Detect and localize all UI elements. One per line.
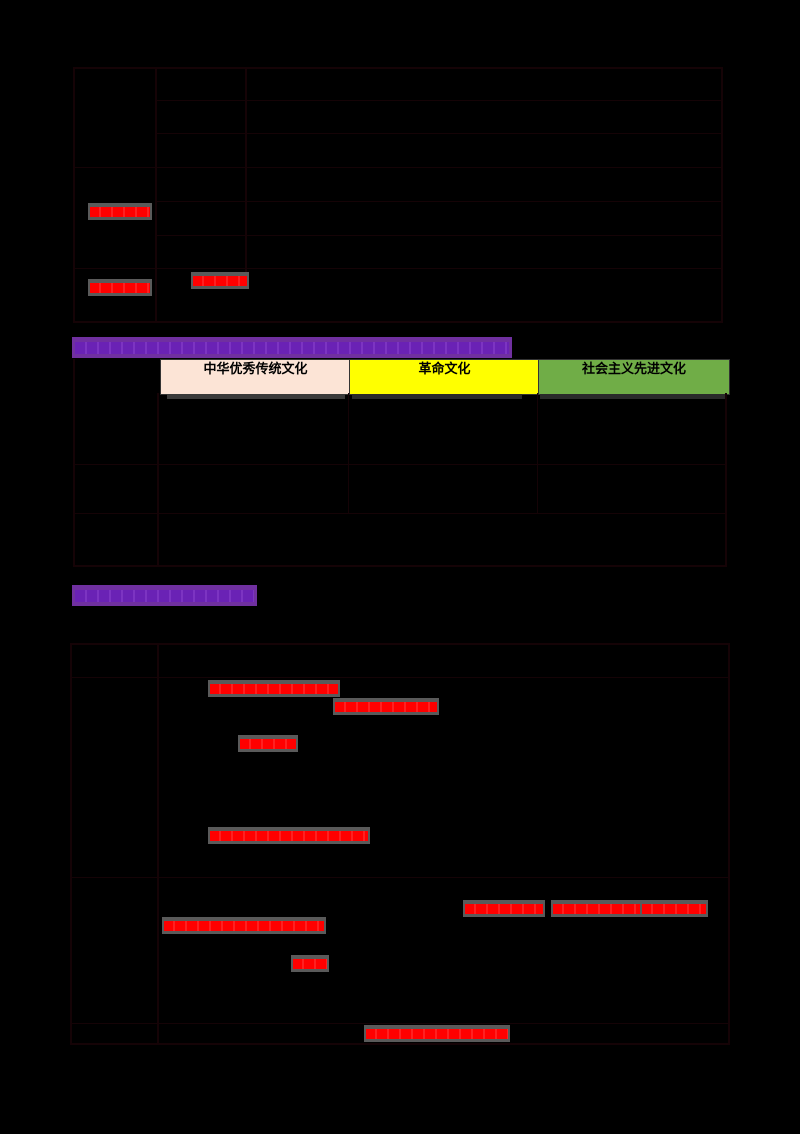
cell-text-fragment bbox=[352, 394, 522, 399]
header-socialist-culture: 社会主义先进文化 bbox=[538, 359, 730, 395]
highlight-keyword bbox=[88, 279, 152, 296]
row-divider bbox=[75, 167, 721, 168]
header-traditional-culture: 中华优秀传统文化 bbox=[160, 359, 351, 395]
highlight-keyword bbox=[88, 203, 152, 220]
column-divider bbox=[537, 393, 538, 513]
section-heading bbox=[72, 585, 257, 606]
row-divider bbox=[72, 877, 728, 878]
header-revolutionary-culture: 革命文化 bbox=[349, 359, 540, 395]
column-divider bbox=[245, 67, 247, 287]
table-border-bottom bbox=[73, 565, 727, 567]
table-border-top bbox=[73, 67, 723, 69]
row-divider bbox=[157, 100, 721, 101]
highlight-keyword bbox=[162, 917, 326, 934]
row-divider bbox=[72, 1023, 728, 1024]
highlight-keyword bbox=[291, 955, 329, 972]
row-divider bbox=[72, 677, 728, 678]
highlight-keyword bbox=[640, 900, 708, 917]
row-divider bbox=[75, 268, 721, 269]
row-divider bbox=[75, 513, 725, 514]
row-divider bbox=[157, 201, 721, 202]
table-border-left bbox=[73, 359, 75, 566]
column-divider bbox=[348, 393, 349, 513]
table-border-right bbox=[728, 643, 730, 1045]
column-divider bbox=[157, 393, 159, 566]
table-border-top bbox=[70, 643, 730, 645]
table-border-right bbox=[721, 67, 723, 323]
cell-text-fragment bbox=[167, 394, 345, 399]
highlight-keyword bbox=[551, 900, 643, 917]
table-border-bottom bbox=[73, 321, 723, 323]
highlight-keyword bbox=[463, 900, 545, 917]
highlight-keyword bbox=[364, 1025, 510, 1042]
highlight-keyword bbox=[208, 680, 340, 697]
column-divider bbox=[155, 67, 157, 323]
highlight-keyword bbox=[333, 698, 439, 715]
table-border-bottom bbox=[70, 1043, 730, 1045]
highlight-keyword bbox=[191, 272, 249, 289]
row-divider bbox=[157, 133, 721, 134]
highlight-keyword bbox=[238, 735, 298, 752]
cell-text-fragment bbox=[540, 394, 725, 399]
section-heading bbox=[72, 337, 512, 358]
column-divider bbox=[157, 643, 159, 1045]
row-divider bbox=[157, 235, 721, 236]
table-border-left bbox=[73, 67, 75, 323]
table-border-right bbox=[725, 393, 727, 566]
table-border-left bbox=[70, 643, 72, 1045]
row-divider bbox=[75, 464, 725, 465]
highlight-keyword bbox=[208, 827, 370, 844]
